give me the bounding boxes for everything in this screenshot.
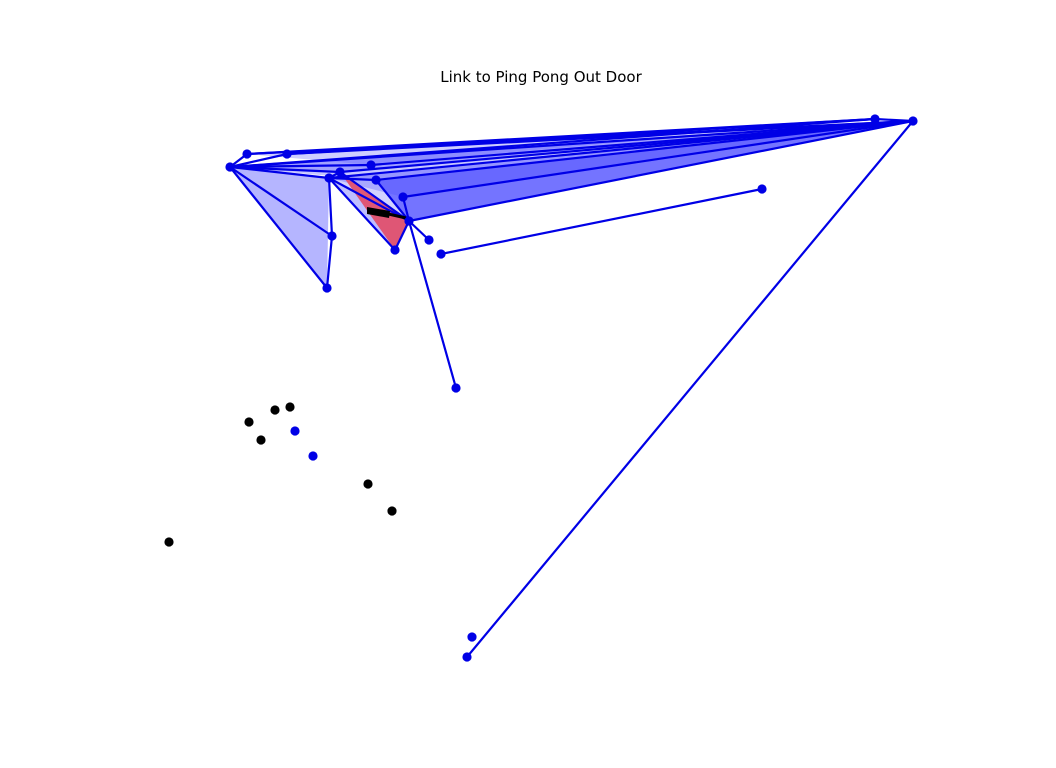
linked-node xyxy=(390,245,400,255)
linked-node xyxy=(324,173,334,183)
link-edge xyxy=(228,165,334,238)
linked-node xyxy=(225,162,235,172)
linked-node xyxy=(282,149,292,159)
shaded-region xyxy=(376,121,913,221)
direction-arrow xyxy=(367,207,407,220)
shaded-region xyxy=(230,121,913,172)
link-edge xyxy=(338,170,411,223)
linked-node xyxy=(398,192,408,202)
link-edge xyxy=(285,117,877,156)
linked-node xyxy=(322,283,332,293)
link-edge xyxy=(873,117,915,123)
link-edge xyxy=(325,234,334,290)
linked-node xyxy=(757,184,767,194)
link-edges xyxy=(228,117,915,659)
linked-node xyxy=(467,632,477,642)
link-edge xyxy=(327,176,411,223)
figure-title: Link to Ping Pong Out Door xyxy=(440,68,642,86)
arrow-head xyxy=(367,207,390,218)
linked-node xyxy=(870,114,880,124)
linked-node xyxy=(436,249,446,259)
link-edge xyxy=(228,152,289,169)
link-edge xyxy=(228,163,373,169)
linked-node xyxy=(462,652,472,662)
link-edge xyxy=(327,176,378,182)
linked-node xyxy=(371,175,381,185)
linked-node xyxy=(335,167,345,177)
linked-node xyxy=(366,160,376,170)
linked-node xyxy=(308,451,318,461)
link-edge xyxy=(407,119,915,223)
link-edge xyxy=(401,119,915,199)
unlinked-node xyxy=(387,506,397,516)
link-edge xyxy=(327,176,397,252)
link-edge xyxy=(465,119,915,659)
unlinked-node xyxy=(164,537,174,547)
link-edge xyxy=(228,117,877,169)
linked-node xyxy=(242,149,252,159)
linked-node xyxy=(290,426,300,436)
linked-node xyxy=(424,235,434,245)
unlinked-node xyxy=(270,405,280,415)
unlinked-node xyxy=(256,435,266,445)
link-edge xyxy=(327,176,334,238)
link-edge xyxy=(369,119,915,167)
linked-node xyxy=(451,383,461,393)
linked-node xyxy=(327,231,337,241)
unlinked-node xyxy=(363,479,373,489)
link-edge xyxy=(407,219,458,390)
linked-node xyxy=(404,216,414,226)
link-edge xyxy=(393,219,411,252)
shaded-region xyxy=(329,121,913,197)
link-edge xyxy=(327,119,915,180)
graph-nodes xyxy=(164,114,918,662)
link-edge xyxy=(439,187,764,256)
link-edge xyxy=(374,178,411,223)
link-edge xyxy=(228,165,329,290)
unlinked-node xyxy=(285,402,295,412)
linked-node xyxy=(908,116,918,126)
unlinked-node xyxy=(244,417,254,427)
